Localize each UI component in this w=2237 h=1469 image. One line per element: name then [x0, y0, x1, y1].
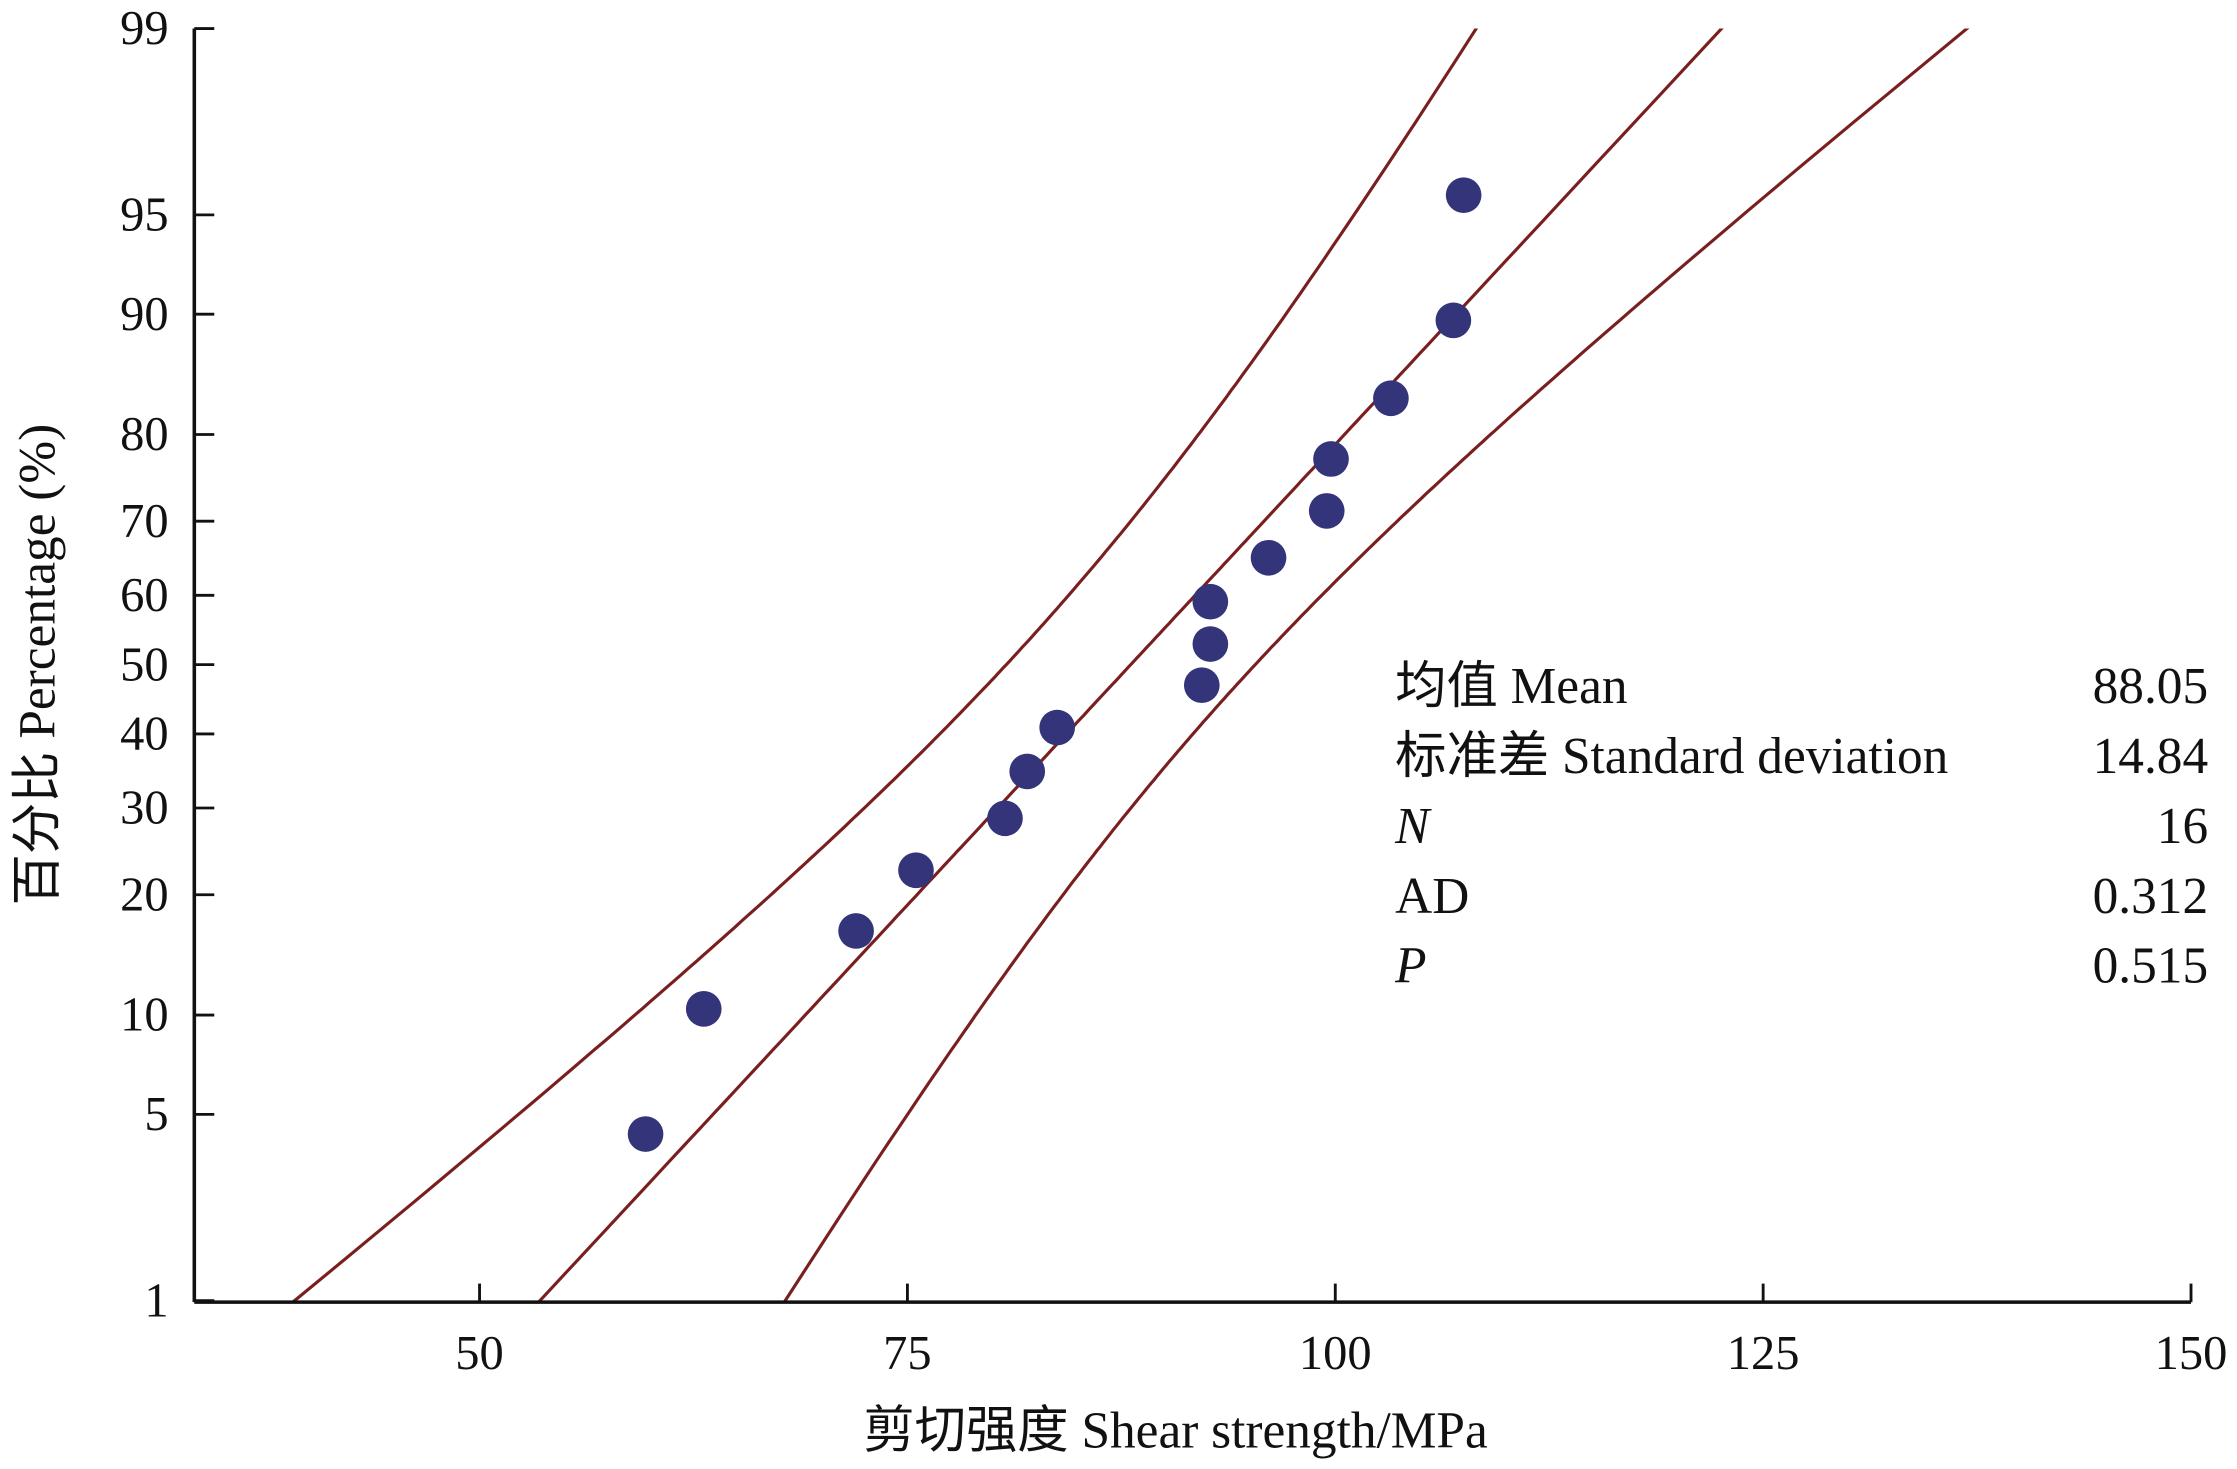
- stat-value: 16: [2157, 798, 2208, 855]
- x-tick-label: 150: [2155, 1327, 2228, 1380]
- data-point: [1308, 493, 1345, 529]
- data-point: [1445, 177, 1482, 213]
- stat-label: 标准差 Standard deviation: [1395, 728, 1948, 785]
- data-point: [1192, 583, 1229, 620]
- y-tick-label: 40: [120, 708, 168, 761]
- data-point: [1435, 302, 1472, 339]
- x-tick-label: 75: [883, 1327, 931, 1380]
- y-axis-label: 百分比 Percentage (%): [10, 424, 67, 906]
- y-tick-label: 20: [120, 868, 168, 921]
- data-points: [627, 177, 1482, 1152]
- y-tick-label: 1: [144, 1274, 168, 1327]
- stat-value: 14.84: [2093, 728, 2209, 785]
- data-point: [1250, 539, 1287, 576]
- y-tick-label: 99: [120, 2, 168, 55]
- x-tick-label: 100: [1299, 1327, 1372, 1380]
- data-point: [1183, 667, 1220, 704]
- data-point: [987, 800, 1023, 837]
- stat-label: P: [1394, 938, 1426, 995]
- stats-table: 均值 Mean 88.05 标准差 Standard deviation 14.84 N…: [1394, 658, 2208, 995]
- y-tick-label: 70: [120, 495, 168, 548]
- stat-value: 0.312: [2093, 868, 2209, 925]
- stat-label: 均值 Mean: [1395, 658, 1627, 715]
- upper-confidence-band: [290, 28, 1479, 1303]
- lower-confidence-band: [782, 28, 1970, 1303]
- data-point: [1039, 709, 1076, 746]
- data-point: [1373, 380, 1409, 417]
- y-tick-label: 30: [120, 782, 168, 835]
- y-tick-label: 80: [120, 408, 168, 461]
- x-tick-label: 125: [1727, 1327, 1800, 1380]
- y-tick-label: 60: [120, 569, 168, 622]
- stat-value: 0.515: [2093, 938, 2209, 995]
- fit-lines: [290, 28, 1970, 1303]
- stat-label: N: [1394, 798, 1432, 855]
- data-point: [1313, 441, 1349, 477]
- stat-value: 88.05: [2093, 658, 2209, 715]
- data-point: [838, 913, 874, 949]
- data-point: [685, 991, 722, 1027]
- y-tick-label: 10: [120, 989, 168, 1042]
- data-point: [1192, 626, 1229, 662]
- axes: 50 75 100 125 150 1 5 10 20 30 40 50 60 70 80 90 95 99: [120, 2, 2227, 1380]
- x-axis-label: 剪切强度 Shear strength/MPa: [863, 1403, 1488, 1460]
- y-tick-label: 90: [120, 288, 168, 341]
- y-tick-label: 95: [120, 189, 168, 242]
- data-point: [898, 852, 934, 889]
- stat-label: AD: [1395, 868, 1469, 925]
- x-tick-label: 50: [455, 1327, 503, 1380]
- data-point: [1009, 753, 1046, 790]
- y-tick-label: 50: [120, 638, 168, 691]
- data-point: [627, 1116, 664, 1152]
- y-tick-label: 5: [144, 1088, 168, 1141]
